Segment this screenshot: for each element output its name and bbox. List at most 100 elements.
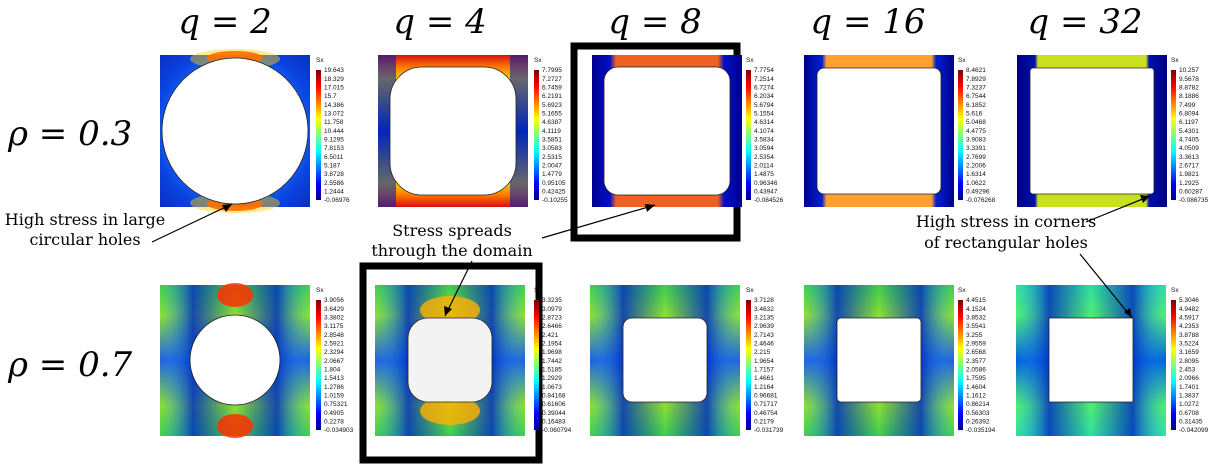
column-label: q = 2 [178, 2, 272, 42]
annotation-arrow [151, 203, 233, 243]
colorbar-tick-label: 1.7157 [754, 367, 774, 374]
colorbar-tick-label: 2.8723 [542, 315, 562, 322]
colorbar-tick-label: 8.4621 [966, 67, 986, 74]
annotation-text: through the domain [371, 241, 532, 260]
hole [1029, 67, 1155, 195]
colorbar-scale [958, 300, 963, 430]
annotation-corners: High stress in corners of rectangular ho… [916, 195, 1151, 319]
colorbar-tick-label: 7.8153 [324, 145, 344, 152]
colorbar-tick-label: 1.3837 [1179, 393, 1199, 400]
colorbar-tick-label: 3.3391 [966, 145, 986, 152]
colorbar-tick-label: 4.5917 [1179, 315, 1199, 322]
colorbar-tick-label: 2.0586 [966, 367, 986, 374]
colorbar-tick-label: 1.2786 [324, 384, 344, 391]
colorbar-tick-label: 0.95105 [542, 180, 566, 187]
colorbar-tick-label: 8.1886 [1179, 93, 1199, 100]
colorbar-tick-label: 5.3046 [1179, 297, 1199, 304]
arrow-head [645, 204, 655, 212]
colorbar-scale [534, 70, 539, 200]
colorbar-tick-label: 1.7595 [966, 375, 986, 382]
colorbar-tick-label: 4.1074 [754, 128, 774, 135]
arrow-head [1124, 308, 1132, 318]
annotation-arrow [1085, 195, 1151, 223]
colorbar-tick-label: 5.187 [324, 163, 341, 170]
colorbar-tick-label: 2.9559 [966, 341, 986, 348]
colorbar-tick-label: 7.8929 [966, 76, 986, 83]
arrow-head [1140, 195, 1150, 203]
colorbar-title: Sx [958, 57, 966, 64]
colorbar-tick-label: 7.7995 [542, 67, 562, 74]
panel-rho03-q4 [378, 55, 528, 207]
colorbar-tick-label: 6.5011 [324, 154, 344, 161]
colorbar-tick-label: 5.6794 [754, 102, 774, 109]
colorbar-tick-label: 1.4779 [542, 171, 562, 178]
colorbar-tick-label: 2.5354 [754, 154, 774, 161]
colorbar-scale [1171, 300, 1176, 430]
colorbar-tick-label: 14.386 [324, 102, 344, 109]
colorbar-title: Sx [958, 287, 966, 294]
colorbar-tick-label: 0.42425 [542, 189, 566, 196]
hole [161, 57, 309, 205]
colorbar-tick-label: 3.5224 [1179, 341, 1199, 348]
colorbar-tick-label: 1.0159 [324, 393, 344, 400]
colorbar-tick-label: 2.8095 [1179, 358, 1199, 365]
colorbar-tick-label: 0.2278 [324, 419, 344, 426]
annotation-text: High stress in large [5, 210, 166, 229]
colorbar-scale [746, 300, 751, 430]
colorbar-scale [958, 70, 963, 200]
colorbar-tick-label: 0.75321 [324, 401, 348, 408]
colorbar-tick-label: 2.421 [542, 332, 559, 339]
colorbar-tick-label: 8.8782 [1179, 85, 1199, 92]
colorbar-tick-label: 1.6314 [966, 171, 986, 178]
colorbar-tick-label: 3.4632 [754, 306, 774, 313]
colorbar-tick-label: 0.96681 [754, 393, 778, 400]
colorbar-tick-label: 0.61606 [542, 401, 566, 408]
colorbar-tick-label: 5.616 [966, 111, 983, 118]
colorbar-tick-label: 5.4301 [1179, 128, 1199, 135]
colorbar-tick-label: 0.16483 [542, 419, 566, 426]
colorbar-tick-label: 2.5315 [542, 154, 562, 161]
colorbar-tick-label: 1.804 [324, 367, 341, 374]
colorbar-tick-label: -0.042099 [1179, 427, 1209, 434]
colorbar-tick-label: 1.2444 [324, 189, 344, 196]
colorbar-tick-label: 1.0673 [542, 384, 562, 391]
colorbar-tick-label: 6.1197 [1179, 119, 1199, 126]
colorbar-scale [1171, 70, 1176, 200]
colorbar-tick-label: 6.8094 [1179, 111, 1199, 118]
colorbar-tick-label: 6.7544 [966, 93, 986, 100]
column-label: q = 4 [393, 2, 487, 42]
colorbar-tick-label: 3.5851 [542, 137, 562, 144]
row-label: ρ = 0.7 [7, 345, 133, 385]
colorbar-tick-label: 3.2135 [754, 315, 774, 322]
colorbar-tick-label: 3.8788 [1179, 332, 1199, 339]
colorbar-tick-label: 7.2727 [542, 76, 562, 83]
colorbar-tick-label: 0.2179 [754, 419, 774, 426]
colorbar-tick-label: 6.2034 [754, 93, 774, 100]
colorbar-tick-label: 0.84168 [542, 393, 566, 400]
colorbar-tick-label: 2.6466 [542, 323, 562, 330]
colorbar-tick-label: 6.7274 [754, 85, 774, 92]
hole [836, 317, 922, 403]
colorbar-tick-label: 3.0979 [542, 306, 562, 313]
annotation-text: Stress spreads [392, 221, 512, 240]
colorbar-tick-label: 3.9083 [966, 137, 986, 144]
colorbar-tick-label: 9.1295 [324, 137, 344, 144]
hole [389, 66, 517, 196]
colorbar-tick-label: -0.035194 [966, 427, 996, 434]
column-headers: q = 2 q = 4 q = 8 q = 16 q = 32 [178, 2, 1142, 42]
colorbar-tick-label: 3.5541 [966, 323, 986, 330]
colorbar-tick-label: 1.9698 [542, 349, 562, 356]
colorbar-title: Sx [1171, 287, 1179, 294]
colorbar-title: Sx [1171, 57, 1179, 64]
colorbar-tick-label: 3.8728 [324, 171, 344, 178]
colorbar-tick-label: 3.9056 [324, 297, 344, 304]
colorbar-tick-label: -0.034903 [324, 427, 354, 434]
colorbar-tick-label: 3.7128 [754, 297, 774, 304]
colorbar-tick-label: 5.1554 [754, 111, 774, 118]
colorbar-tick-label: 3.5834 [754, 137, 774, 144]
annotation-text: circular holes [29, 230, 140, 249]
row-label: ρ = 0.3 [7, 114, 132, 154]
colorbar-tick-label: 7.3237 [966, 85, 986, 92]
panel-rho07-q16 [804, 285, 954, 436]
